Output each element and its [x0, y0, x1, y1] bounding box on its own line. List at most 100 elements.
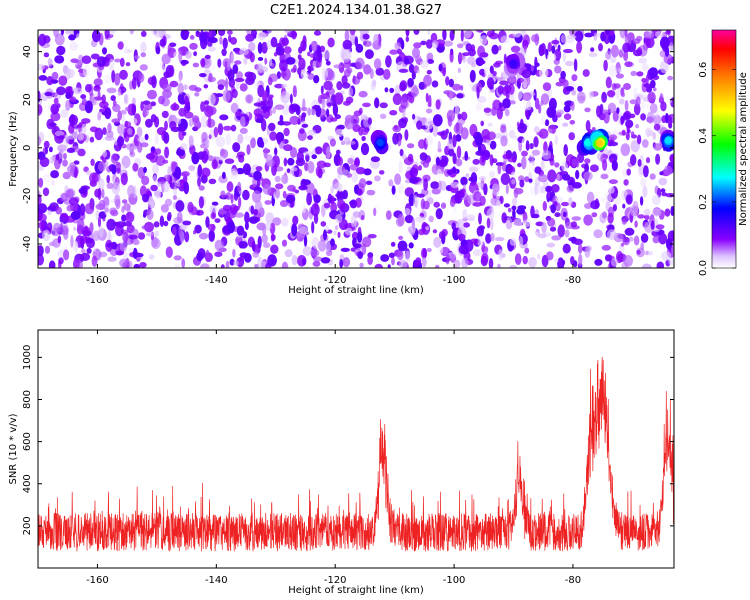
heatmap-cell — [394, 42, 402, 50]
heatmap-cell — [426, 52, 434, 61]
heatmap-cell — [305, 182, 315, 196]
heatmap-cell — [207, 42, 213, 47]
heatmap-cell — [77, 132, 84, 141]
heatmap-cell — [336, 191, 346, 201]
heatmap-cell — [538, 174, 548, 183]
heatmap-cell — [652, 208, 662, 217]
heatmap-cell — [530, 185, 534, 196]
heatmap-cell — [626, 168, 631, 176]
heatmap-cell — [474, 134, 483, 146]
heatmap-cell — [98, 199, 106, 210]
heatmap-cell — [433, 201, 441, 208]
heatmap-cell — [577, 85, 583, 92]
heatmap-cell — [132, 97, 136, 106]
heatmap-cell — [574, 30, 584, 42]
heatmap-cell — [242, 135, 253, 141]
heatmap-cell — [456, 93, 464, 99]
heatmap-cell — [136, 126, 143, 138]
heatmap-cell — [123, 42, 128, 55]
heatmap-cell — [409, 177, 419, 184]
heatmap-cell — [161, 53, 171, 65]
heatmap-cell — [262, 224, 267, 236]
heatmap-cell — [285, 194, 296, 204]
heatmap-cell — [341, 75, 348, 85]
heatmap-cell — [131, 77, 137, 90]
heatmap-cell — [182, 220, 192, 226]
heatmap-cell — [465, 173, 470, 178]
heatmap-cell — [659, 50, 666, 58]
heatmap-cell — [354, 243, 359, 250]
heatmap-cell — [548, 124, 557, 134]
heatmap-cell — [327, 102, 332, 107]
heatmap-cell — [167, 44, 172, 54]
heatmap-cell — [549, 226, 557, 232]
heatmap-cell — [385, 210, 392, 221]
heatmap-cell — [455, 158, 463, 167]
heatmap-cell — [153, 221, 160, 228]
heatmap-cell — [68, 138, 74, 145]
heatmap-cell — [113, 138, 118, 146]
heatmap-cell — [484, 246, 489, 254]
heatmap-cell — [512, 30, 522, 38]
heatmap-cell — [405, 36, 409, 43]
heatmap-cell — [491, 44, 499, 55]
heatmap-cell — [570, 256, 575, 265]
heatmap-cell — [431, 40, 439, 49]
heatmap-cell — [302, 246, 313, 256]
heatmap-cell — [577, 243, 583, 254]
heatmap-cell — [409, 229, 416, 236]
heatmap-cell — [126, 224, 135, 234]
heatmap-cell — [148, 195, 154, 209]
heatmap-cell — [258, 66, 269, 73]
heatmap-cell — [570, 101, 575, 111]
heatmap-cell — [659, 93, 664, 103]
colorbar-tick-label: 0.4 — [698, 128, 709, 144]
heatmap-cell — [563, 48, 573, 54]
heatmap-cell — [361, 135, 366, 142]
heatmap-cell — [124, 93, 129, 105]
heatmap-cell — [205, 216, 210, 228]
heatmap-cell — [356, 231, 363, 243]
heatmap-cell — [112, 103, 121, 113]
heatmap-cell — [521, 69, 532, 79]
heatmap-cell — [127, 127, 133, 135]
heatmap-cell — [500, 125, 507, 133]
heatmap-cell — [413, 30, 420, 35]
heatmap-cell — [279, 59, 288, 72]
heatmap-cell — [310, 249, 320, 257]
heatmap-cell — [201, 150, 209, 164]
heatmap-cell — [653, 87, 657, 92]
heatmap-cell — [652, 132, 657, 141]
heatmap-cell — [640, 178, 647, 187]
heatmap-cell — [531, 149, 541, 156]
heatmap-cell — [136, 188, 141, 197]
heatmap-cell — [337, 199, 346, 210]
heatmap-cell — [106, 182, 114, 189]
heatmap-cell — [211, 201, 219, 206]
heatmap-cell — [132, 162, 139, 172]
heatmap-cell — [399, 148, 404, 157]
heatmap-cell — [388, 252, 395, 259]
heatmap-cell — [489, 88, 496, 93]
heatmap-cell — [362, 102, 371, 108]
heatmap-cell — [58, 135, 65, 140]
heatmap-cell — [622, 203, 626, 209]
heatmap-cell — [340, 247, 350, 252]
heatmap-cell — [513, 187, 519, 199]
heatmap-cell — [335, 213, 343, 224]
heatmap-cell — [141, 225, 150, 230]
heatmap-cell — [466, 214, 476, 221]
heatmap-cell — [244, 221, 249, 230]
heatmap-cell — [363, 40, 372, 47]
heatmap-cell — [207, 155, 214, 162]
heatmap-cell — [44, 245, 51, 254]
heatmap-cell — [510, 45, 521, 53]
heatmap-cell — [591, 212, 598, 218]
heatmap-cell — [624, 227, 635, 236]
heatmap-cell — [281, 261, 289, 268]
heatmap-cell — [50, 111, 61, 122]
heatmap-cell — [234, 77, 245, 83]
heatmap-cell — [451, 222, 456, 231]
heatmap-cell — [313, 256, 323, 262]
heatmap-cell — [584, 158, 591, 164]
